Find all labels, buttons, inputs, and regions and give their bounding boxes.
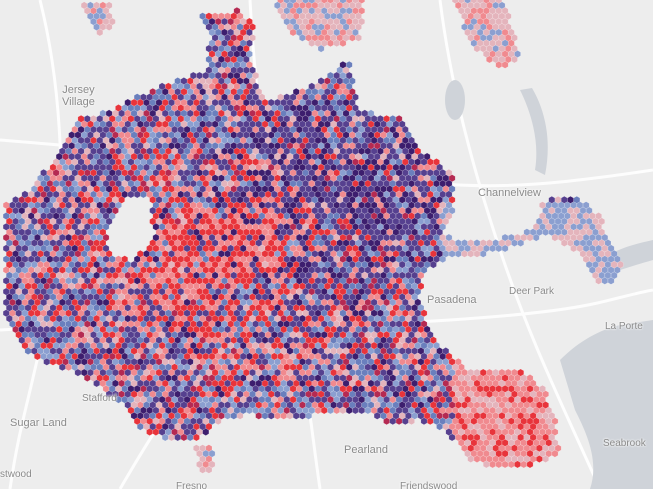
label-deer-park: Deer Park [509, 286, 555, 297]
label-jersey-village-line2: Village [62, 96, 95, 108]
label-sugar-land: Sugar Land [10, 417, 67, 429]
label-fresno: Fresno [176, 481, 208, 489]
label-jersey-village-line1: Jersey [62, 84, 95, 96]
label-jersey-village: Jersey Village [62, 84, 95, 108]
label-pearland: Pearland [344, 444, 389, 456]
label-stafford: Stafford [82, 393, 117, 404]
label-pasadena: Pasadena [427, 294, 477, 306]
label-edge-fragment: stwood [0, 469, 32, 480]
label-seabrook: Seabrook [603, 438, 646, 449]
label-friendswood: Friendswood [400, 481, 458, 489]
hexbin-layer [2, 0, 624, 474]
label-la-porte: La Porte [605, 321, 643, 332]
hex-group-7 [2, 17, 568, 442]
label-channelview: Channelview [478, 187, 541, 199]
